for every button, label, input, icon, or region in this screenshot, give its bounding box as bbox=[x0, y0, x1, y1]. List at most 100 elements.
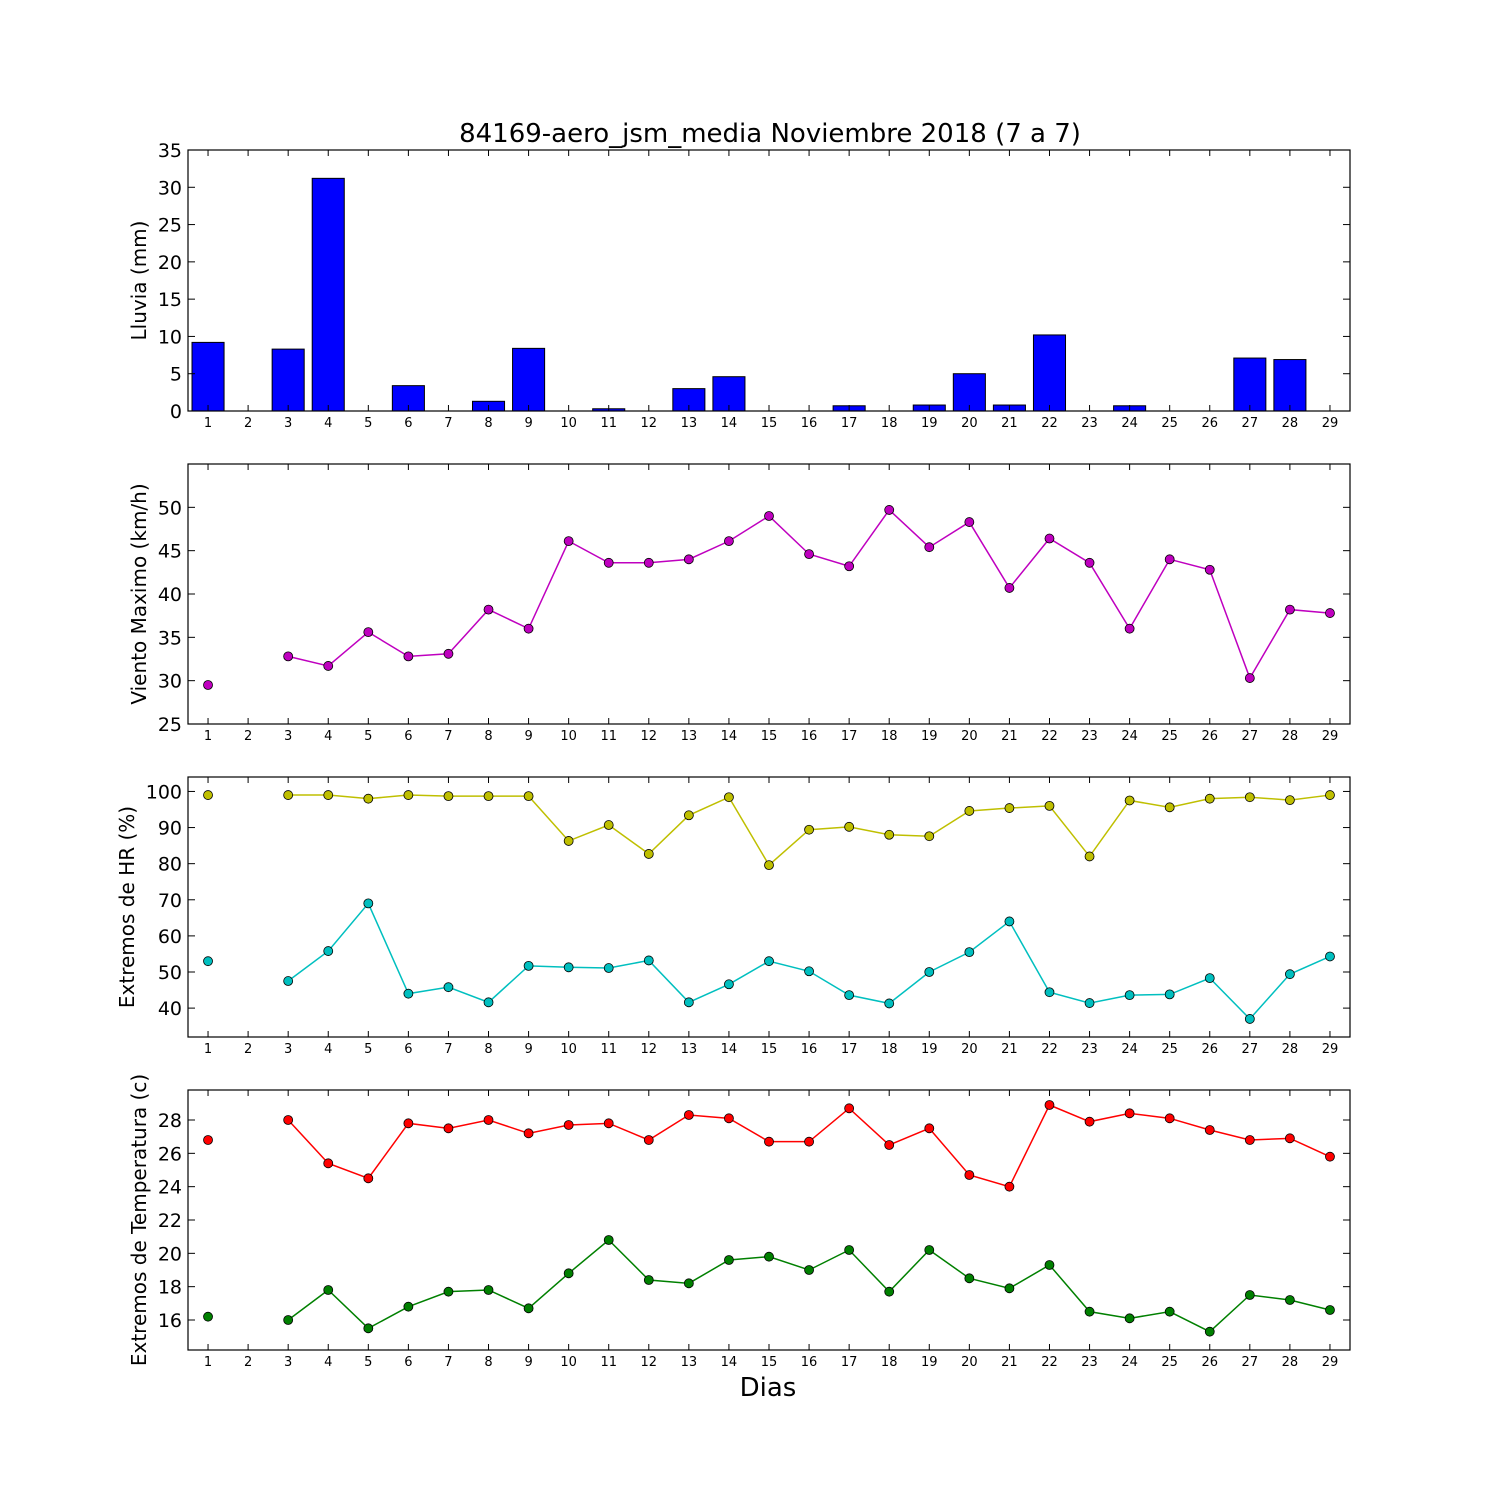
x-tick-label: 2 bbox=[244, 1355, 252, 1370]
data-point-day-15 bbox=[764, 860, 774, 871]
x-tick-label: 7 bbox=[444, 1355, 452, 1370]
data-point-day-17 bbox=[844, 1245, 855, 1255]
x-tick-label: 17 bbox=[841, 729, 858, 744]
data-point-day-6 bbox=[403, 1118, 414, 1129]
data-point-day-28 bbox=[1285, 1133, 1295, 1144]
x-tick-label: 25 bbox=[1161, 729, 1178, 744]
x-tick-label: 18 bbox=[881, 729, 898, 744]
data-point-day-17 bbox=[844, 821, 855, 832]
data-point-day-21 bbox=[1004, 1181, 1015, 1192]
x-tick-label: 6 bbox=[404, 416, 412, 431]
x-tick-label: 24 bbox=[1121, 729, 1138, 744]
x-tick-label: 14 bbox=[721, 1042, 738, 1057]
data-point-day-3 bbox=[283, 790, 294, 800]
data-point-day-14 bbox=[724, 979, 734, 990]
data-point-day-29 bbox=[1325, 608, 1335, 618]
data-point-day-11 bbox=[603, 1118, 614, 1129]
x-tick-label: 22 bbox=[1041, 729, 1058, 744]
data-point-day-24 bbox=[1124, 623, 1135, 634]
data-point-day-19 bbox=[924, 967, 935, 977]
data-point-day-26 bbox=[1204, 564, 1215, 575]
data-point-day-4 bbox=[323, 661, 334, 671]
y-tick-label: 0 bbox=[170, 401, 182, 423]
data-point-day-6 bbox=[403, 790, 414, 800]
x-tick-label: 1 bbox=[204, 416, 212, 431]
x-tick-label: 10 bbox=[560, 729, 577, 744]
data-point-day-12 bbox=[643, 955, 654, 966]
data-point-day-27 bbox=[1244, 673, 1255, 683]
data-point-day-15 bbox=[764, 956, 774, 967]
data-point-day-27 bbox=[1244, 1135, 1255, 1145]
x-tick-label: 17 bbox=[841, 1042, 858, 1057]
data-point-day-15 bbox=[764, 1136, 774, 1147]
data-point-day-22 bbox=[1044, 987, 1055, 998]
data-point-day-13 bbox=[683, 554, 694, 565]
y-tick-label: 45 bbox=[158, 541, 182, 563]
x-tick-label: 8 bbox=[484, 416, 492, 431]
x-tick-label: 16 bbox=[801, 729, 818, 744]
x-tick-label: 26 bbox=[1201, 1042, 1218, 1057]
data-point-day-26 bbox=[1204, 1125, 1215, 1135]
x-tick-label: 1 bbox=[204, 729, 212, 744]
y-axis-label: Extremos de HR (%) bbox=[115, 806, 139, 1008]
x-tick-label: 11 bbox=[600, 1355, 617, 1370]
y-tick-label: 100 bbox=[146, 781, 182, 803]
x-tick-label: 3 bbox=[284, 729, 292, 744]
data-point-day-13 bbox=[683, 1110, 694, 1120]
data-point-day-7 bbox=[443, 1123, 454, 1134]
series-2 bbox=[203, 898, 1335, 1024]
x-tick-label: 20 bbox=[961, 1042, 978, 1057]
data-point-day-1 bbox=[203, 1311, 213, 1322]
y-axis-label: Lluvia (mm) bbox=[127, 221, 151, 341]
data-point-day-5 bbox=[363, 1323, 374, 1334]
y-tick-label: 60 bbox=[158, 926, 182, 948]
x-tick-label: 16 bbox=[801, 1355, 818, 1370]
y-tick-label: 35 bbox=[158, 140, 182, 162]
x-tick-label: 21 bbox=[1001, 1042, 1018, 1057]
x-tick-label: 14 bbox=[721, 1355, 738, 1370]
x-tick-label: 4 bbox=[324, 1042, 332, 1057]
x-tick-label: 18 bbox=[881, 1355, 898, 1370]
data-point-day-3 bbox=[283, 1115, 294, 1125]
data-point-day-29 bbox=[1325, 790, 1335, 800]
data-point-day-25 bbox=[1164, 1113, 1175, 1124]
x-tick-label: 10 bbox=[560, 1355, 577, 1370]
data-point-day-5 bbox=[363, 898, 374, 909]
data-point-day-21 bbox=[1004, 803, 1015, 813]
data-point-day-13 bbox=[683, 810, 694, 821]
x-tick-label: 24 bbox=[1121, 416, 1138, 431]
y-tick-label: 5 bbox=[170, 364, 182, 386]
data-point-day-17 bbox=[844, 561, 855, 572]
data-point-day-4 bbox=[323, 946, 334, 956]
y-tick-label: 10 bbox=[158, 326, 182, 348]
x-tick-label: 3 bbox=[284, 1042, 292, 1057]
x-tick-label: 6 bbox=[404, 1042, 412, 1057]
y-tick-label: 30 bbox=[158, 671, 182, 693]
y-tick-label: 50 bbox=[158, 962, 182, 984]
x-tick-label: 27 bbox=[1242, 729, 1259, 744]
data-point-day-8 bbox=[483, 791, 494, 802]
y-tick-label: 50 bbox=[158, 497, 182, 519]
x-tick-label: 22 bbox=[1041, 1355, 1058, 1370]
data-point-day-24 bbox=[1124, 1108, 1135, 1119]
data-point-day-21 bbox=[1004, 1283, 1015, 1294]
data-point-day-16 bbox=[804, 549, 814, 560]
y-tick-label: 30 bbox=[158, 177, 182, 199]
data-point-day-28 bbox=[1285, 1295, 1295, 1305]
x-tick-label: 1 bbox=[204, 1042, 212, 1057]
x-tick-label: 15 bbox=[761, 1355, 778, 1370]
y-axis-label: Extremos de Temperatura (c) bbox=[127, 1074, 151, 1366]
y-tick-label: 80 bbox=[158, 854, 182, 876]
bar-day-1 bbox=[191, 341, 225, 412]
data-point-day-9 bbox=[523, 791, 534, 802]
x-tick-label: 14 bbox=[721, 416, 738, 431]
figure-title: 84169-aero_jsm_media Noviembre 2018 (7 a… bbox=[459, 119, 1081, 149]
data-point-day-6 bbox=[403, 988, 414, 999]
x-tick-label: 29 bbox=[1322, 1042, 1339, 1057]
x-tick-label: 5 bbox=[364, 1042, 372, 1057]
bar-day-4 bbox=[311, 177, 345, 412]
x-tick-label: 23 bbox=[1081, 1355, 1098, 1370]
data-point-day-20 bbox=[964, 806, 975, 816]
y-tick-label: 70 bbox=[158, 890, 182, 912]
